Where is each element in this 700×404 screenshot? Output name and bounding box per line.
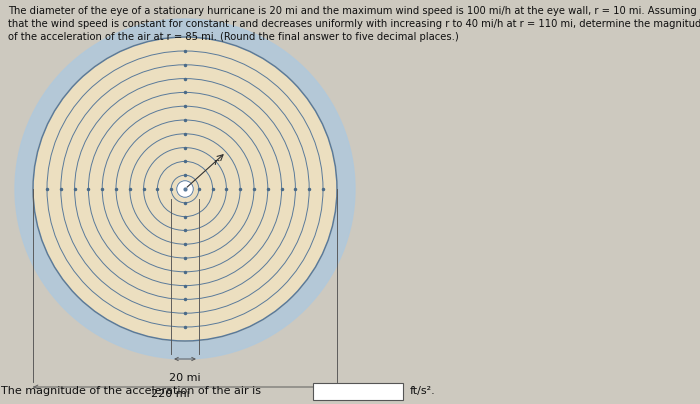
- Text: The diameter of the eye of a stationary hurricane is 20 mi and the maximum wind : The diameter of the eye of a stationary …: [8, 6, 700, 42]
- Text: r: r: [214, 158, 218, 167]
- Circle shape: [176, 181, 193, 197]
- FancyBboxPatch shape: [313, 383, 403, 400]
- Text: ft/s².: ft/s².: [410, 386, 436, 396]
- Text: The magnitude of the acceleration of the air is: The magnitude of the acceleration of the…: [1, 386, 261, 396]
- Circle shape: [15, 19, 355, 359]
- Circle shape: [33, 37, 337, 341]
- Text: 20 mi: 20 mi: [169, 373, 201, 383]
- Text: 220 mi: 220 mi: [150, 389, 190, 399]
